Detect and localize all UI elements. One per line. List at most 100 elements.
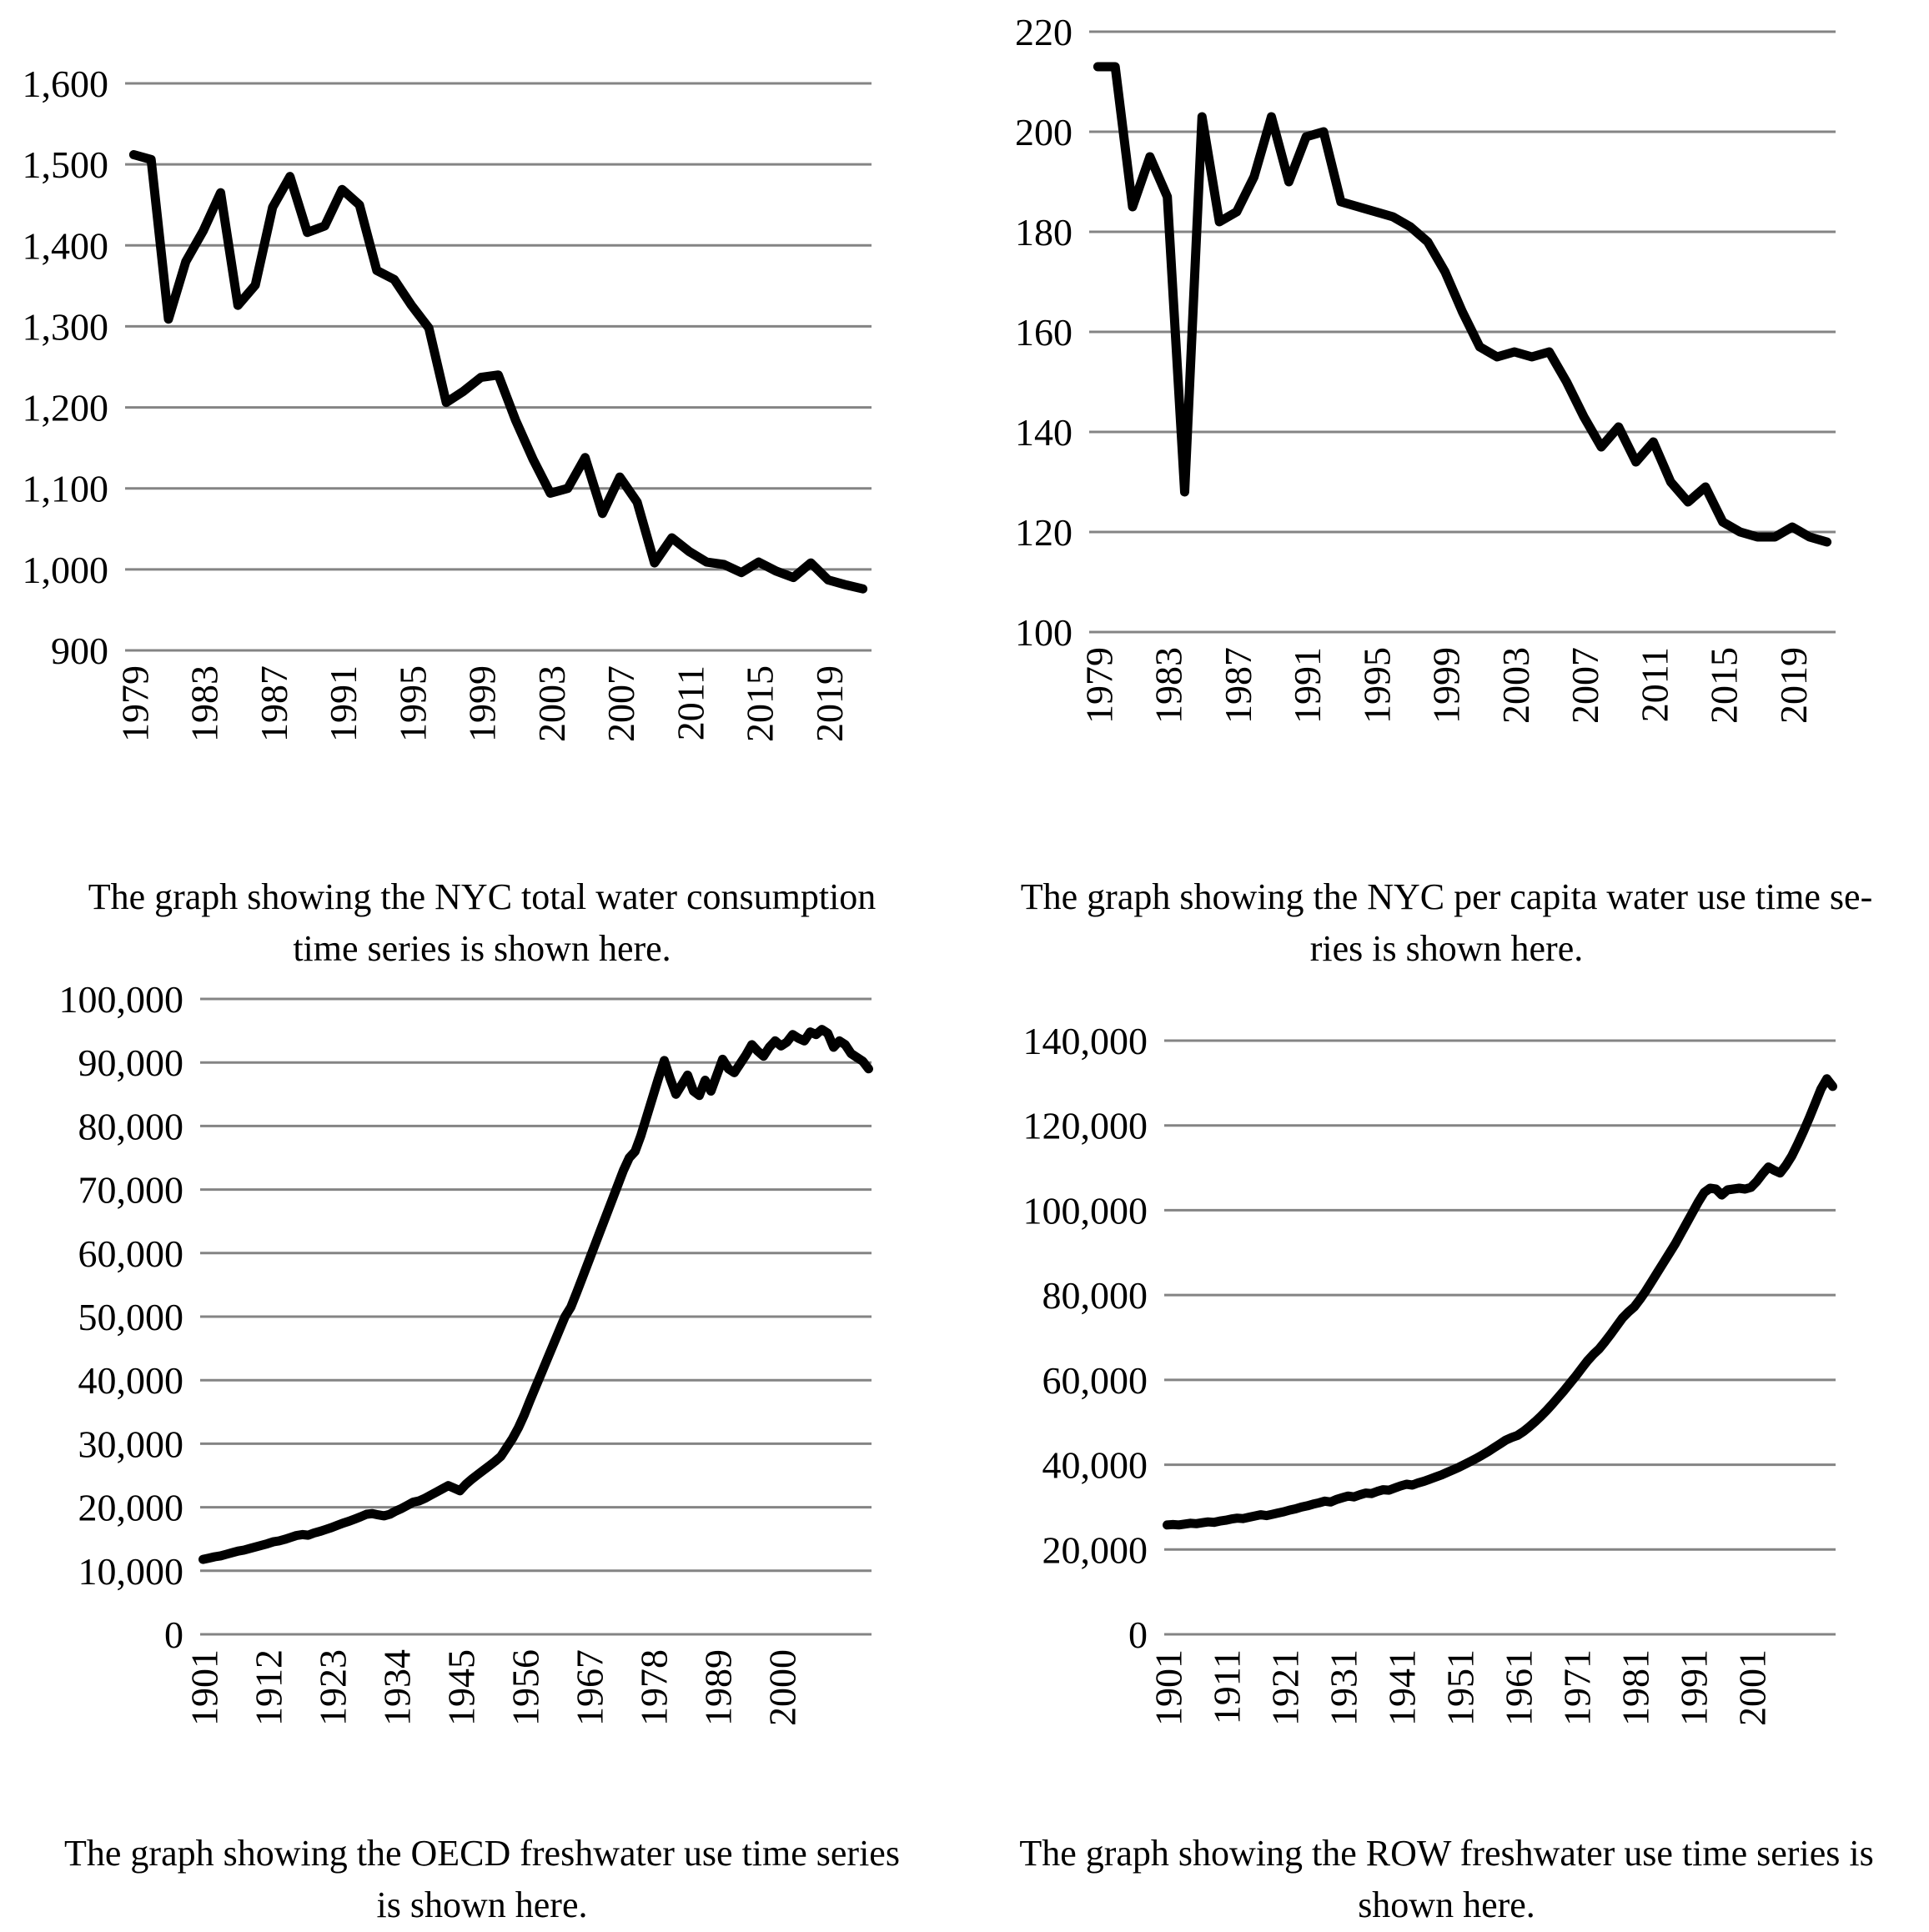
series-line <box>1163 1074 1837 1530</box>
x-tick-label: 2011 <box>1634 647 1676 722</box>
x-tick-label: 1991 <box>1286 647 1329 724</box>
chart-oecd-freshwater: 0 10,000 20,000 30,000 40,000 50,000 60,000 70,… <box>0 976 964 1925</box>
caption-line: The graph showing the NYC per capita wat… <box>1020 876 1873 917</box>
x-tick-label: 2015 <box>739 665 781 742</box>
caption-line: The graph showing the ROW freshwater use… <box>1019 1833 1874 1874</box>
x-tick-label: 1995 <box>391 665 434 742</box>
x-tick-label: 1911 <box>1206 1649 1248 1724</box>
x-tick-label: 1995 <box>1355 647 1398 724</box>
y-tick-label: 100 <box>1015 611 1073 654</box>
x-tick-label: 1989 <box>697 1649 740 1726</box>
x-tick-label: 1912 <box>248 1649 290 1726</box>
series-line <box>198 1025 873 1564</box>
x-tick-label: 2000 <box>761 1649 804 1726</box>
x-tick-label: 1931 <box>1323 1649 1365 1726</box>
x-tick-label: 1945 <box>440 1649 483 1726</box>
y-tick-label: 20,000 <box>78 1487 184 1529</box>
y-tick-label: 40,000 <box>78 1359 184 1402</box>
x-tick-label: 1987 <box>1217 647 1259 724</box>
chart-nyc-total-water: 900 1,000 1,100 1,200 1,300 1,400 1,500 1,600 19… <box>0 0 964 976</box>
x-tick-label: 1901 <box>1148 1649 1190 1726</box>
x-tick-label: 2007 <box>1564 647 1606 724</box>
x-tick-label: 1987 <box>253 665 295 742</box>
y-tick-label: 140,000 <box>1023 1020 1148 1062</box>
x-tick-label: 1967 <box>569 1649 611 1726</box>
x-tick-label: 1981 <box>1615 1649 1657 1726</box>
y-tick-label: 30,000 <box>78 1423 184 1465</box>
y-tick-label: 900 <box>51 630 108 672</box>
y-tick-label: 0 <box>164 1613 183 1656</box>
x-tick-label: 1971 <box>1556 1649 1599 1726</box>
caption-line: time series is shown here. <box>293 928 671 970</box>
y-tick-label: 1,600 <box>23 63 109 105</box>
caption-line: shown here. <box>1358 1884 1535 1926</box>
y-tick-label: 1,100 <box>23 468 109 510</box>
x-tick-label: 2019 <box>1772 647 1815 724</box>
y-tick-label: 20,000 <box>1042 1528 1148 1571</box>
x-tick-label: 1961 <box>1498 1649 1540 1726</box>
y-tick-label: 200 <box>1015 111 1073 153</box>
y-tick-label: 90,000 <box>78 1041 184 1084</box>
chart-nyc-per-capita: 100 120 140 160 180 200 220 1979 1983 1987 1991 199… <box>964 0 1929 976</box>
x-tick-label: 2001 <box>1731 1649 1774 1726</box>
nyc-per-capita-caption: The graph showing the NYC per capita wat… <box>964 871 1929 976</box>
nyc-per-capita-line-chart: 100 120 140 160 180 200 220 1979 1983 1987 1991 199… <box>1015 11 1836 724</box>
x-tick-label: 1983 <box>1148 647 1190 724</box>
y-tick-label: 60,000 <box>1042 1359 1148 1402</box>
caption-line: ries is shown here. <box>1309 928 1584 970</box>
y-tick-label: 80,000 <box>1042 1274 1148 1317</box>
row-freshwater-line-chart: 0 20,000 40,000 60,000 80,000 100,000 120,000 1… <box>1023 1020 1837 1726</box>
y-tick-label: 140 <box>1015 411 1073 454</box>
x-tick-label: 2019 <box>808 665 851 742</box>
y-tick-label: 50,000 <box>78 1296 184 1338</box>
x-tick-label: 1934 <box>376 1649 419 1726</box>
y-tick-label: 1,200 <box>23 387 109 429</box>
y-tick-label: 120 <box>1015 511 1073 554</box>
oecd-freshwater-line-chart: 0 10,000 20,000 30,000 40,000 50,000 60,000 70,… <box>59 978 873 1726</box>
y-tick-label: 160 <box>1015 311 1073 354</box>
x-tick-label: 1921 <box>1264 1649 1307 1726</box>
y-tick-label: 1,500 <box>23 143 109 186</box>
oecd-freshwater-caption: The graph showing the OECD freshwater us… <box>0 1828 964 1932</box>
x-tick-label: 1978 <box>633 1649 676 1726</box>
caption-line: The graph showing the NYC total water co… <box>88 876 877 917</box>
y-tick-label: 100,000 <box>59 978 184 1021</box>
y-tick-label: 220 <box>1015 11 1073 53</box>
caption-line: The graph showing the OECD freshwater us… <box>64 1833 900 1874</box>
x-tick-label: 2003 <box>530 665 573 742</box>
x-tick-label: 1991 <box>1673 1649 1716 1726</box>
x-tick-label: 1999 <box>461 665 504 742</box>
y-tick-label: 120,000 <box>1023 1105 1148 1147</box>
nyc-total-water-caption: The graph showing the NYC total water co… <box>0 871 964 976</box>
x-tick-label: 1956 <box>505 1649 547 1726</box>
x-tick-label: 1901 <box>183 1649 226 1726</box>
nyc-total-water-line-chart: 900 1,000 1,100 1,200 1,300 1,400 1,500 1,600 19… <box>23 63 872 742</box>
y-tick-label: 40,000 <box>1042 1444 1148 1487</box>
x-tick-label: 2007 <box>600 665 642 742</box>
y-tick-label: 10,000 <box>78 1550 184 1593</box>
x-tick-label: 2015 <box>1703 647 1746 724</box>
x-tick-label: 1979 <box>113 665 156 742</box>
chart-row-freshwater: 0 20,000 40,000 60,000 80,000 100,000 120,000 1… <box>964 976 1929 1925</box>
y-tick-label: 100,000 <box>1023 1189 1148 1232</box>
x-tick-label: 1941 <box>1381 1649 1424 1726</box>
x-tick-label: 1951 <box>1439 1649 1482 1726</box>
row-freshwater-caption: The graph showing the ROW freshwater use… <box>964 1828 1929 1932</box>
y-tick-label: 1,300 <box>23 305 109 348</box>
y-tick-label: 70,000 <box>78 1169 184 1212</box>
y-tick-label: 1,400 <box>23 224 109 267</box>
series-line <box>128 150 868 594</box>
x-tick-label: 2011 <box>670 665 712 740</box>
x-tick-label: 1991 <box>322 665 364 742</box>
y-tick-label: 1,000 <box>23 549 109 591</box>
x-tick-label: 1979 <box>1078 647 1120 724</box>
series-line <box>1093 62 1832 547</box>
y-tick-label: 60,000 <box>78 1232 184 1275</box>
y-tick-label: 0 <box>1128 1613 1148 1656</box>
y-tick-label: 180 <box>1015 211 1073 253</box>
x-tick-label: 1923 <box>312 1649 354 1726</box>
caption-line: is shown here. <box>376 1884 588 1926</box>
x-tick-label: 1983 <box>183 665 226 742</box>
y-tick-label: 80,000 <box>78 1105 184 1147</box>
